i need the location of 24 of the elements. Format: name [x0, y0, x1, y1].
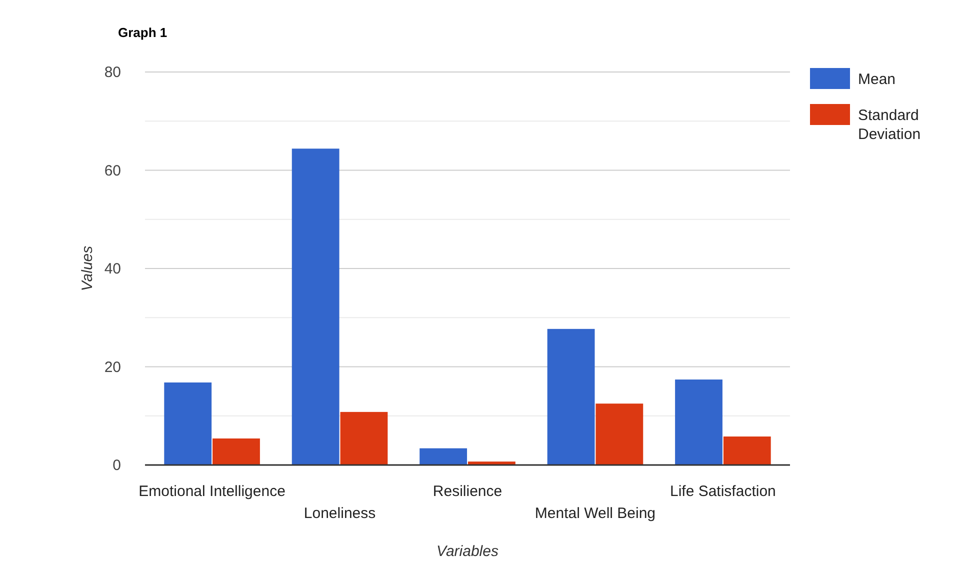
x-tick-label: Emotional Intelligence: [138, 483, 286, 500]
x-tick-label: Mental Well Being: [534, 505, 656, 522]
y-axis-title: Values: [79, 245, 96, 292]
y-tick-label: 20: [104, 358, 121, 376]
legend-label: Mean: [858, 71, 896, 88]
bar: [723, 436, 771, 465]
bar: [596, 404, 644, 465]
x-tick-label: Loneliness: [304, 505, 376, 522]
bar: [164, 382, 212, 465]
bar: [340, 412, 388, 465]
legend-label: Standard Deviation: [858, 107, 921, 143]
bar: [675, 380, 722, 465]
y-tick-label: 80: [104, 64, 121, 81]
bar: [212, 438, 260, 465]
x-tick-label: Life Satisfaction: [670, 483, 776, 500]
bar: [547, 328, 595, 465]
bar: [292, 148, 340, 465]
y-tick-label: 60: [104, 162, 121, 180]
y-tick-label: 40: [104, 260, 121, 278]
x-tick-label: Resilience: [432, 483, 502, 500]
y-tick-label: 0: [112, 457, 121, 474]
bar: [420, 448, 468, 465]
x-axis-title: Variables: [436, 543, 499, 560]
chart-title: Graph 1: [118, 25, 168, 40]
